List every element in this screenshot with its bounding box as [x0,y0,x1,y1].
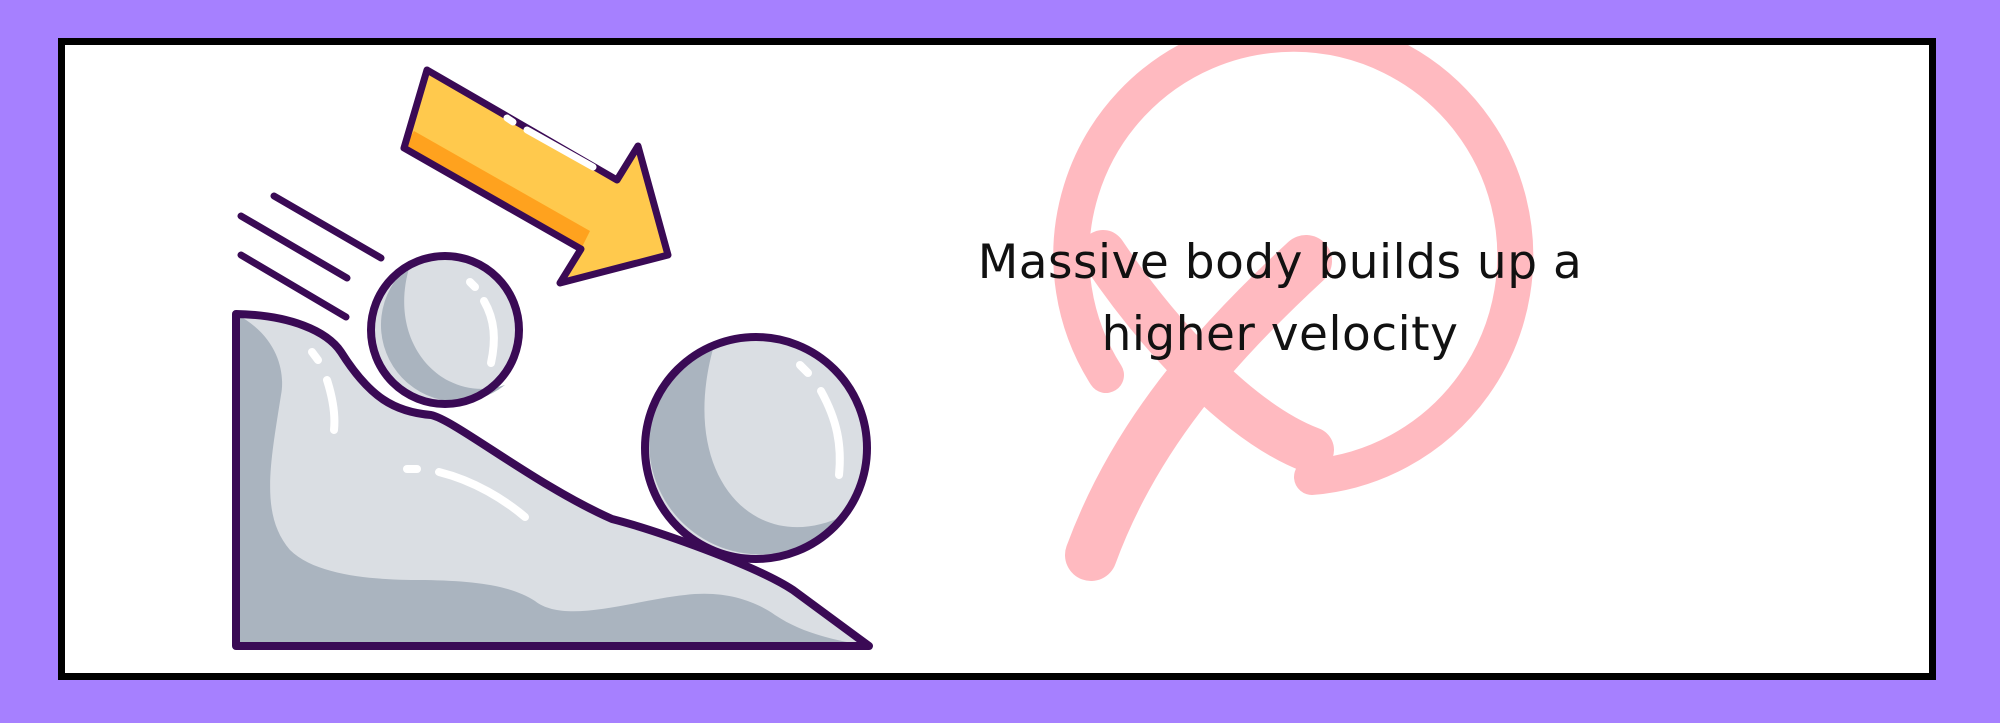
large-ball-outline [641,333,871,563]
speed-line-2 [237,212,351,282]
down-right-arrow-icon [400,66,672,287]
large-ball-shadow [649,342,845,555]
cross-circle-arc [1053,45,1534,495]
arrow-outline [400,66,672,287]
cross-circle-icon [1053,45,1534,581]
arrow-highlights [503,114,597,171]
cross-stroke-b [1065,235,1332,581]
slope-shadow [236,314,869,646]
large-ball-highlights [796,361,844,479]
slope-highlights [308,348,529,521]
large-ball-icon [641,333,871,563]
diagram-panel: Massive body builds up a higher velocity [58,38,1936,680]
caption-line-2: higher velocity [1101,307,1459,362]
speed-lines-icon [237,192,385,321]
caption-line-1: Massive body builds up a [977,235,1583,290]
speed-line-1 [270,192,385,262]
slope-body [236,314,869,646]
small-ball-highlights [466,278,498,367]
diagram-caption: Massive body builds up a higher velocity [885,227,1675,371]
small-ball-shadow [380,265,505,402]
speed-line-3 [237,251,350,321]
small-ball-icon [367,252,523,408]
arrow-body [404,70,668,283]
small-ball-outline [367,252,523,408]
illustration-canvas [232,45,1534,650]
arrow-shade [404,131,590,249]
